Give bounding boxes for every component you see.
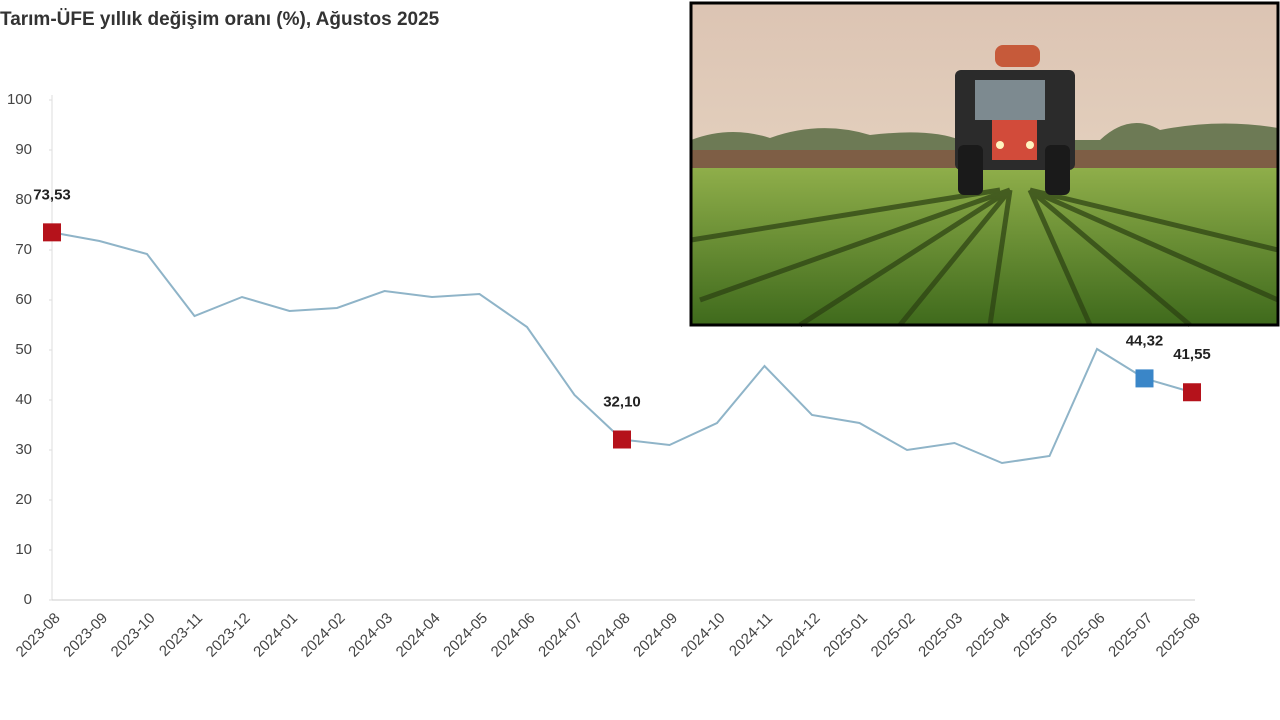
- value-label: 41,55: [1173, 346, 1211, 363]
- y-tick-label: 70: [15, 241, 32, 258]
- x-tick-label: 2023-08: [13, 610, 64, 661]
- value-label: 32,10: [603, 393, 641, 410]
- x-tick-label: 2023-10: [108, 610, 159, 661]
- x-tick-label: 2025-04: [963, 610, 1014, 661]
- x-tick-label: 2025-01: [820, 610, 871, 661]
- x-tick-label: 2024-08: [583, 610, 634, 661]
- y-tick-label: 10: [15, 541, 32, 558]
- x-tick-label: 2024-07: [535, 610, 586, 661]
- highlight-marker: [43, 223, 61, 242]
- x-tick-label: 2024-01: [250, 610, 301, 661]
- x-tick-label: 2024-10: [678, 610, 729, 661]
- photo: [689, 1, 1280, 328]
- x-tick-label: 2024-04: [393, 610, 444, 661]
- x-tick-label: 2023-11: [156, 610, 206, 660]
- highlight-marker: [1135, 369, 1154, 388]
- x-tick-label: 2024-12: [773, 610, 824, 661]
- x-tick-label: 2025-08: [1153, 610, 1204, 661]
- x-tick-label: 2024-03: [345, 610, 396, 661]
- x-tick-label: 2024-05: [440, 610, 491, 661]
- y-tick-label: 40: [15, 391, 32, 408]
- y-tick-label: 60: [15, 291, 32, 308]
- x-tick-label: 2024-02: [298, 610, 349, 661]
- x-tick-label: 2023-12: [203, 610, 254, 661]
- highlight-marker: [1183, 383, 1201, 402]
- x-tick-label: 2025-07: [1105, 610, 1156, 661]
- x-tick-label: 2024-11: [726, 610, 776, 660]
- y-tick-label: 90: [15, 141, 32, 158]
- y-tick-label: 100: [7, 91, 32, 108]
- x-tick-label: 2024-09: [630, 610, 681, 661]
- highlight-marker: [613, 430, 631, 449]
- x-tick-label: 2025-05: [1010, 610, 1061, 661]
- x-tick-label: 2023-09: [60, 610, 111, 661]
- y-tick-label: 30: [15, 441, 32, 458]
- x-tick-label: 2025-02: [868, 610, 919, 661]
- y-tick-label: 50: [15, 341, 32, 358]
- chart-title: Tarım-ÜFE yıllık değişim oranı (%), Ağus…: [0, 9, 440, 30]
- x-tick-label: 2025-06: [1058, 610, 1109, 661]
- x-tick-label: 2024-06: [488, 610, 539, 661]
- y-tick-label: 20: [15, 491, 32, 508]
- x-tick-label: 2025-03: [915, 610, 966, 661]
- value-label: 44,32: [1126, 332, 1164, 349]
- value-label: 73,53: [33, 186, 71, 203]
- y-tick-label: 80: [15, 191, 32, 208]
- y-tick-label: 0: [24, 591, 32, 608]
